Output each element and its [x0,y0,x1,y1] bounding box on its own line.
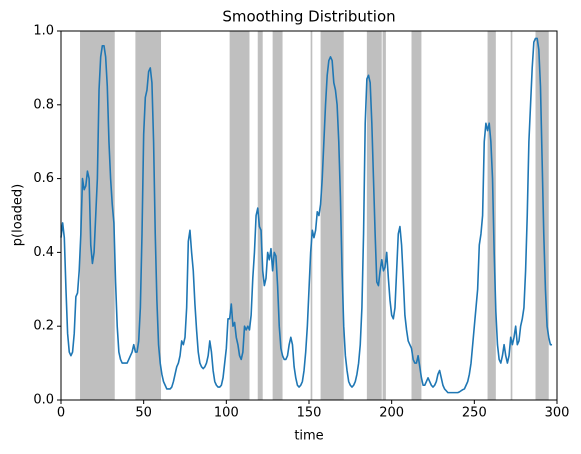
line [60,37,553,394]
y-axis-label: p(loaded) [11,184,26,246]
shaded-span [272,31,283,400]
x-tick-label: 200 [379,406,404,421]
x-tick-label: 100 [214,406,239,421]
x-tick-label: 300 [545,406,570,421]
shaded-span [135,31,162,400]
chart-title: Smoothing Distribution [222,8,395,26]
shaded-span [229,31,250,400]
y-tick-label: 1.0 [33,24,54,39]
shaded-span [487,31,496,400]
x-tick-label: 150 [297,406,322,421]
y-tick-label: 0.8 [33,97,54,112]
x-axis-label: time [294,429,323,444]
x-tick-label: 0 [57,406,65,421]
y-tick-label: 0.4 [33,245,54,260]
shaded-span [382,31,386,400]
x-tick-label: 50 [135,406,152,421]
x-tick-label: 250 [462,406,487,421]
shaded-span [535,31,549,400]
y-tick-label: 0.6 [33,171,54,186]
shaded-span [310,31,313,400]
shaded-span [80,31,115,400]
shaded-span [257,31,263,400]
shaded-span [411,31,422,400]
y-tick-label: 0.2 [33,319,54,334]
shaded-span [510,31,513,400]
y-tick-label: 0.0 [33,393,54,408]
